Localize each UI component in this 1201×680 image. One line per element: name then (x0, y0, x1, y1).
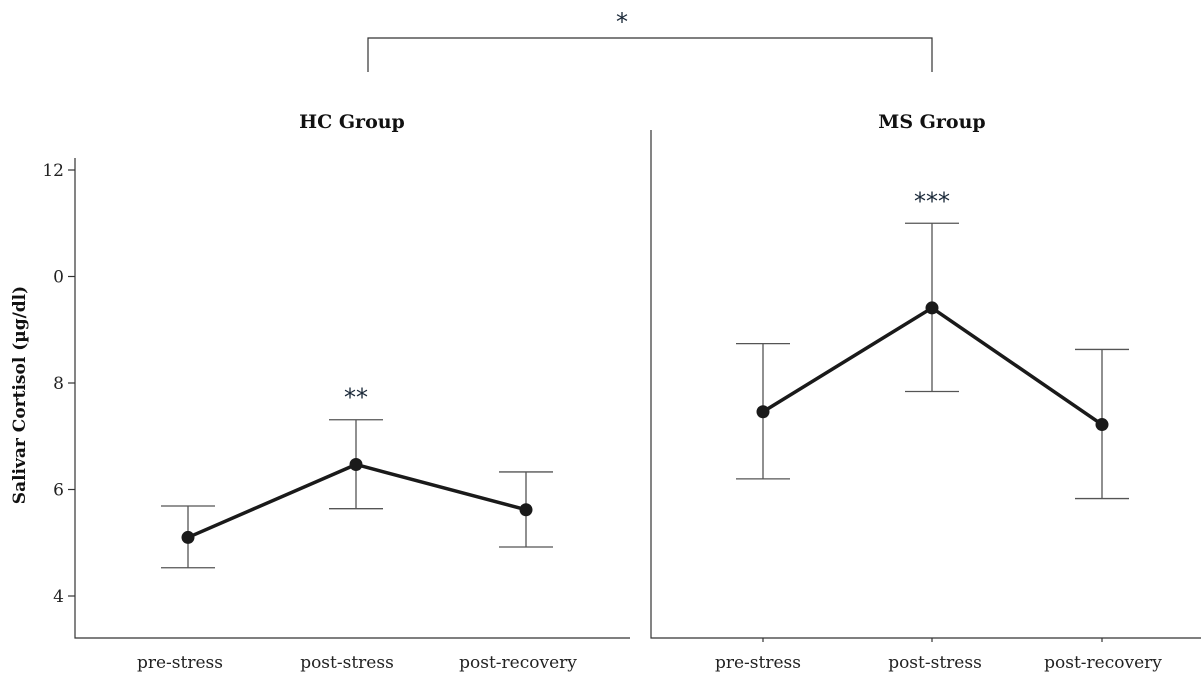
y-tick-label: 4 (53, 587, 64, 607)
comparison-bracket (367, 37, 933, 72)
data-point (519, 503, 533, 517)
x-tick-label: pre-stress (715, 653, 801, 673)
right-panel-axes (650, 130, 1201, 639)
x-tick-label: pre-stress (137, 653, 223, 673)
x-tick-label: post-stress (300, 653, 394, 673)
panel-title-ms: MS Group (878, 111, 985, 133)
y-tick-label: 12 (42, 161, 64, 181)
series-line (187, 462, 527, 540)
data-point (181, 530, 195, 544)
panel-title-hc: HC Group (299, 111, 405, 133)
bracket-significance-label: * (616, 8, 628, 36)
y-tick-label: 8 (53, 374, 64, 394)
left-panel-axes (74, 158, 630, 639)
data-point (1095, 418, 1109, 432)
significance-label: *** (914, 187, 950, 215)
data-marks (161, 222, 1129, 642)
x-tick-label: post-recovery (459, 653, 577, 673)
y-axis-label: Salivar Cortisol (µg/dl) (10, 286, 30, 504)
x-tick-label: post-recovery (1044, 653, 1162, 673)
y-tick-label: 6 (53, 481, 64, 501)
data-point (925, 301, 939, 315)
y-axis-ticks (68, 169, 75, 597)
x-tick-label: post-stress (888, 653, 982, 673)
data-point (349, 457, 363, 471)
y-tick-label: 0 (53, 268, 64, 288)
data-point (756, 405, 770, 419)
significance-label: ** (344, 384, 368, 412)
